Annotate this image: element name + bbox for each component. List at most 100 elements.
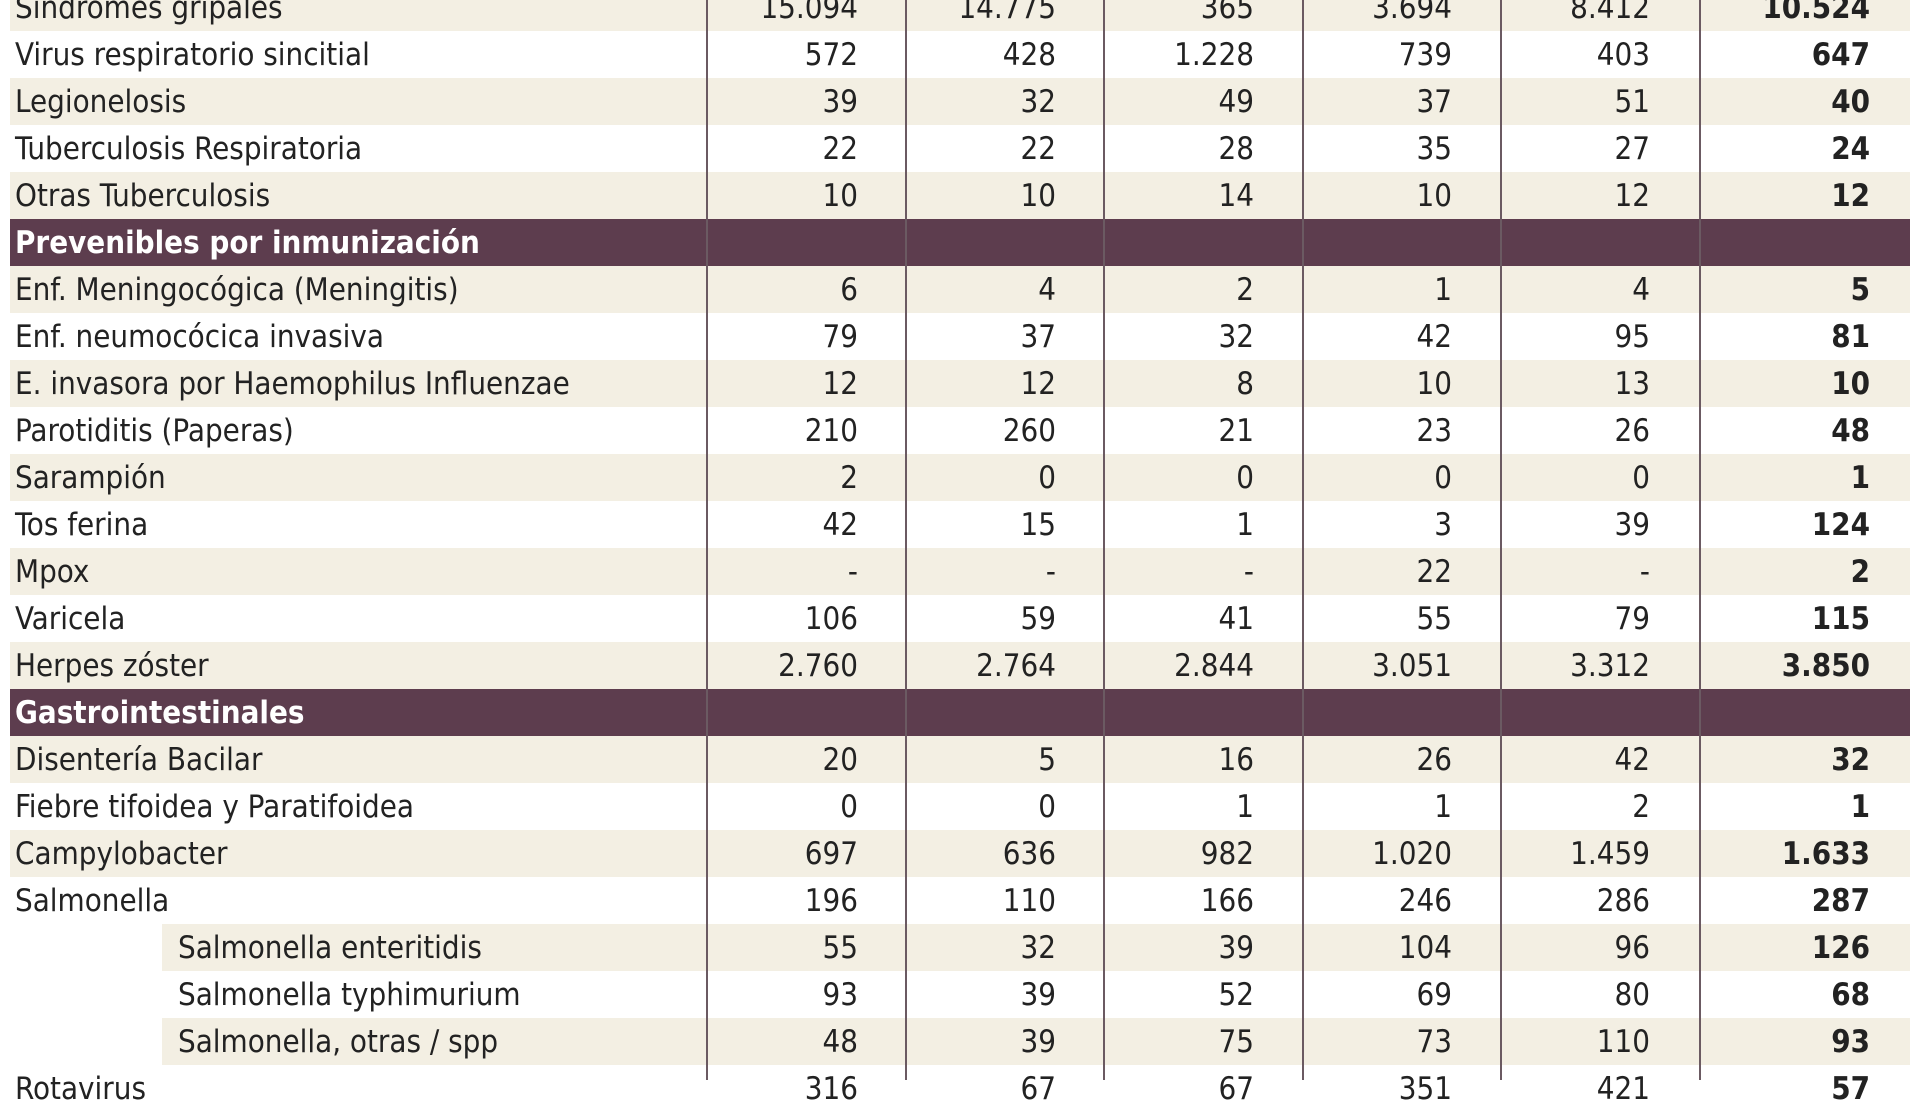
table-cell: 115 <box>1811 600 1870 637</box>
table-row: Enf. Meningocógica (Meningitis) 6 4 2 1 4 5 <box>10 266 1910 313</box>
table-cell: 42 <box>1416 318 1452 355</box>
table-cell: 104 <box>1398 929 1452 966</box>
table-cell: 3.312 <box>1570 647 1650 684</box>
column-divider <box>1500 0 1502 1080</box>
row-label: Fiebre tifoidea y Paratifoidea <box>15 788 415 825</box>
table-cell: 2.764 <box>976 647 1056 684</box>
table-cell: 1 <box>1236 788 1254 825</box>
table-cell: 0 <box>1236 459 1254 496</box>
table-row: Legionelosis 39 32 49 37 51 40 <box>10 78 1910 125</box>
row-label: Virus respiratorio sincitial <box>15 36 370 73</box>
table-cell: 8 <box>1236 365 1254 402</box>
section-header-row: Prevenibles por inmunización <box>10 219 1910 266</box>
table-row: Salmonella, otras / spp 48 39 75 73 110 93 <box>10 1018 1910 1065</box>
table-cell: 79 <box>1614 600 1650 637</box>
table-cell: 22 <box>1020 130 1056 167</box>
row-label: Campylobacter <box>15 835 228 872</box>
table-cell: 10 <box>1831 365 1870 402</box>
table-cell: 41 <box>1218 600 1254 637</box>
table-cell: 6 <box>840 271 858 308</box>
table-cell: 982 <box>1200 835 1254 872</box>
table-cell: 14.775 <box>958 0 1056 26</box>
table-cell: 421 <box>1596 1070 1650 1107</box>
table-cell: 739 <box>1398 36 1452 73</box>
table-cell: 2.760 <box>778 647 858 684</box>
table-cell: 24 <box>1831 130 1870 167</box>
table-cell: 1 <box>1434 271 1452 308</box>
table-cell: 27 <box>1614 130 1650 167</box>
table-cell: 59 <box>1020 600 1056 637</box>
table-cell: 316 <box>804 1070 858 1107</box>
table-row: E. invasora por Haemophilus Influenzae 12… <box>10 360 1910 407</box>
table-cell: 0 <box>1632 459 1650 496</box>
table-cell: 2 <box>840 459 858 496</box>
row-label: E. invasora por Haemophilus Influenzae <box>15 365 570 402</box>
table-cell: 28 <box>1218 130 1254 167</box>
table-cell: 2 <box>1850 553 1870 590</box>
table-cell: 1 <box>1850 788 1870 825</box>
table-cell: 15 <box>1020 506 1056 543</box>
table-cell: 22 <box>822 130 858 167</box>
row-label: Tos ferina <box>15 506 149 543</box>
table-cell: 12 <box>1831 177 1870 214</box>
table-row: Herpes zóster 2.760 2.764 2.844 3.051 3.312 3.… <box>10 642 1910 689</box>
table-cell: 3.694 <box>1372 0 1452 26</box>
table-row: Salmonella typhimurium 93 39 52 69 80 68 <box>10 971 1910 1018</box>
table-cell: 26 <box>1416 741 1452 778</box>
row-label: Salmonella <box>15 882 170 919</box>
column-divider <box>905 0 907 1080</box>
table-cell: 21 <box>1218 412 1254 449</box>
table-row: Enf. neumocócica invasiva 79 37 32 42 95 81 <box>10 313 1910 360</box>
table-cell: 39 <box>1614 506 1650 543</box>
table-row: Virus respiratorio sincitial 572 428 1.228 7… <box>10 31 1910 78</box>
row-label: Salmonella enteritidis <box>178 929 482 966</box>
table-row: Salmonella 196 110 166 246 286 287 <box>10 877 1910 924</box>
table-cell: 166 <box>1200 882 1254 919</box>
table-cell: 32 <box>1020 929 1056 966</box>
row-label: Salmonella typhimurium <box>178 976 521 1013</box>
table-cell: 365 <box>1200 0 1254 26</box>
row-label: Enf. neumocócica invasiva <box>15 318 384 355</box>
table-cell: 13 <box>1614 365 1650 402</box>
table-cell: 286 <box>1596 882 1650 919</box>
table-cell: 39 <box>1218 929 1254 966</box>
table-cell: 80 <box>1614 976 1650 1013</box>
column-divider <box>706 0 708 1080</box>
table-cell: 93 <box>822 976 858 1013</box>
table-cell: 1 <box>1236 506 1254 543</box>
row-label: Rotavirus <box>15 1070 146 1107</box>
table-cell: 1.459 <box>1570 835 1650 872</box>
table-cell: 57 <box>1831 1070 1870 1107</box>
table-cell: 12 <box>1614 177 1650 214</box>
table-cell: 95 <box>1614 318 1650 355</box>
column-divider <box>1699 0 1701 1080</box>
table-cell: 572 <box>804 36 858 73</box>
table-cell: 10 <box>822 177 858 214</box>
table-cell: 75 <box>1218 1023 1254 1060</box>
table-cell: 3.850 <box>1781 647 1870 684</box>
column-divider <box>1103 0 1105 1080</box>
table-cell: - <box>1639 553 1650 590</box>
table-cell: 48 <box>822 1023 858 1060</box>
table-cell: 3.051 <box>1372 647 1452 684</box>
table-cell: 39 <box>1020 976 1056 1013</box>
row-label: Salmonella, otras / spp <box>178 1023 499 1060</box>
table-cell: 4 <box>1632 271 1650 308</box>
section-header-label: Prevenibles por inmunización <box>15 224 480 261</box>
section-header-label: Gastrointestinales <box>15 694 305 731</box>
table-cell: - <box>1243 553 1254 590</box>
table-cell: 12 <box>1020 365 1056 402</box>
table-cell: 10 <box>1416 365 1452 402</box>
table-cell: 96 <box>1614 929 1650 966</box>
table-cell: 260 <box>1002 412 1056 449</box>
table-cell: 37 <box>1416 83 1452 120</box>
table-cell: 1.228 <box>1174 36 1254 73</box>
table-cell: 12 <box>822 365 858 402</box>
table-cell: 52 <box>1218 976 1254 1013</box>
row-label: Varicela <box>15 600 126 637</box>
table-cell: 67 <box>1020 1070 1056 1107</box>
table-cell: 210 <box>804 412 858 449</box>
table-cell: 0 <box>1038 788 1056 825</box>
table-cell: 37 <box>1020 318 1056 355</box>
table-cell: 15.094 <box>760 0 858 26</box>
